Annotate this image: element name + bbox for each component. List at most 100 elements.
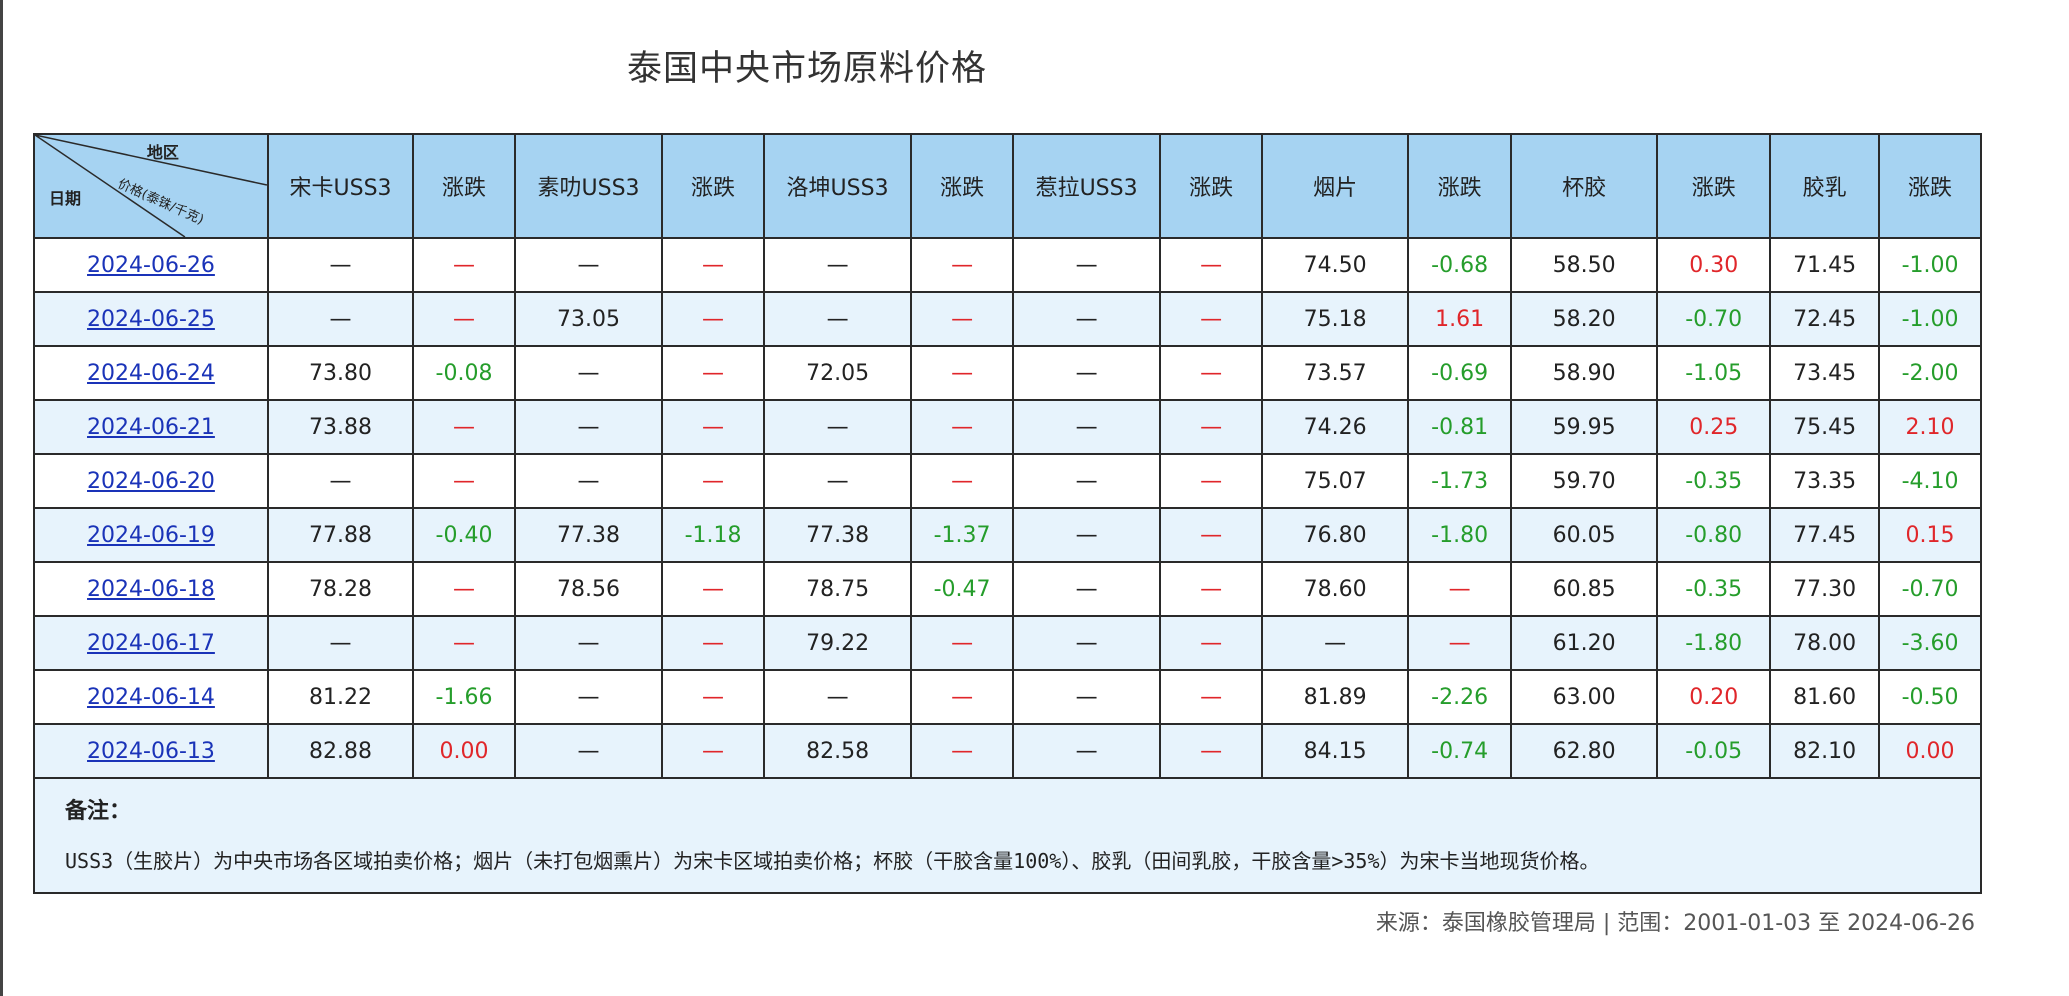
price-cell: 78.28: [266, 561, 415, 617]
change-cell: -0.35: [1656, 453, 1772, 509]
change-cell: —: [910, 345, 1014, 401]
change-cell: —: [661, 291, 765, 347]
change-value: —: [702, 252, 725, 278]
window-left-edge: [0, 0, 3, 996]
change-value: 2.10: [1905, 414, 1955, 440]
change-cell: —: [412, 615, 516, 671]
table-row: 2024-06-21 73.88 — — — — — — — 74.26 -0.81 59.95 0.2…: [33, 399, 1982, 455]
price-cell: 77.88: [266, 507, 415, 563]
price-value: —: [1075, 360, 1098, 386]
price-value: —: [1075, 252, 1098, 278]
date-link[interactable]: 2024-06-14: [87, 684, 215, 710]
price-cell: —: [1261, 615, 1410, 671]
price-value: —: [1075, 468, 1098, 494]
table-row: 2024-06-17 — — — — 79.22 — — — — — 61.20 -1.80 78.00 -…: [33, 615, 1982, 671]
change-cell: -0.05: [1656, 723, 1772, 779]
change-cell: -1.37: [910, 507, 1014, 563]
price-cell: —: [266, 453, 415, 509]
change-value: -0.74: [1431, 738, 1489, 764]
date-link[interactable]: 2024-06-19: [87, 522, 215, 548]
change-cell: —: [661, 399, 765, 455]
price-cell: 82.88: [266, 723, 415, 779]
column-header: 涨跌: [1878, 133, 1982, 239]
price-value: 77.38: [557, 522, 621, 548]
date-link[interactable]: 2024-06-18: [87, 576, 215, 602]
change-cell: -1.00: [1878, 237, 1982, 293]
price-value: 72.05: [806, 360, 870, 386]
change-value: 0.00: [439, 738, 489, 764]
price-value: —: [826, 468, 849, 494]
price-value: —: [577, 738, 600, 764]
change-value: 0.30: [1689, 252, 1739, 278]
date-cell: 2024-06-21: [33, 399, 269, 455]
table-row: 2024-06-14 81.22 -1.66 — — — — — — 81.89 -2.26 63.0…: [33, 669, 1982, 725]
date-link[interactable]: 2024-06-20: [87, 468, 215, 494]
price-value: —: [1324, 630, 1347, 656]
date-link[interactable]: 2024-06-21: [87, 414, 215, 440]
change-cell: -0.80: [1656, 507, 1772, 563]
price-cell: —: [513, 453, 664, 509]
price-cell: 75.07: [1261, 453, 1410, 509]
change-cell: 0.00: [412, 723, 516, 779]
price-value: 78.56: [557, 576, 621, 602]
change-value: -0.35: [1685, 468, 1743, 494]
date-link[interactable]: 2024-06-24: [87, 360, 215, 386]
price-cell: —: [762, 399, 913, 455]
change-value: -1.80: [1431, 522, 1489, 548]
date-link[interactable]: 2024-06-26: [87, 252, 215, 278]
price-value: —: [329, 630, 352, 656]
price-value: —: [1075, 576, 1098, 602]
price-cell: 73.05: [513, 291, 664, 347]
change-value: —: [453, 306, 476, 332]
column-header: 涨跌: [910, 133, 1014, 239]
price-cell: 73.80: [266, 345, 415, 401]
price-cell: 72.05: [762, 345, 913, 401]
price-value: 81.89: [1303, 684, 1367, 710]
table-row: 2024-06-20 — — — — — — — — 75.07 -1.73 59.70 -0.35 73…: [33, 453, 1982, 509]
price-cell: 75.45: [1769, 399, 1881, 455]
price-cell: —: [266, 615, 415, 671]
change-cell: 2.10: [1878, 399, 1982, 455]
change-value: -1.05: [1685, 360, 1743, 386]
change-value: —: [1200, 252, 1223, 278]
change-cell: —: [1159, 669, 1264, 725]
change-cell: —: [1159, 453, 1264, 509]
price-value: —: [577, 684, 600, 710]
price-value: 77.30: [1793, 576, 1857, 602]
price-value: 59.70: [1552, 468, 1616, 494]
change-value: —: [951, 414, 974, 440]
table-row: 2024-06-13 82.88 0.00 — — 82.58 — — — 84.15 -0.74 6…: [33, 723, 1982, 779]
price-value: —: [1075, 414, 1098, 440]
date-link[interactable]: 2024-06-17: [87, 630, 215, 656]
price-cell: 73.45: [1769, 345, 1881, 401]
change-value: -2.26: [1431, 684, 1489, 710]
change-cell: -0.35: [1656, 561, 1772, 617]
price-table: 地区 价格(泰铢/千克) 日期 宋卡USS3 涨跌 素叻USS3 涨跌 洛坤US…: [33, 133, 1982, 894]
price-value: 73.45: [1793, 360, 1857, 386]
change-value: -0.81: [1431, 414, 1489, 440]
corner-region-label: 地区: [146, 143, 179, 162]
date-link[interactable]: 2024-06-25: [87, 306, 215, 332]
price-value: 75.07: [1303, 468, 1367, 494]
change-cell: —: [910, 237, 1014, 293]
date-link[interactable]: 2024-06-13: [87, 738, 215, 764]
date-cell: 2024-06-19: [33, 507, 269, 563]
column-header: 涨跌: [1159, 133, 1264, 239]
change-value: —: [453, 468, 476, 494]
change-cell: —: [661, 615, 765, 671]
price-cell: 81.89: [1261, 669, 1410, 725]
change-value: -1.80: [1685, 630, 1743, 656]
price-value: 75.18: [1303, 306, 1367, 332]
price-cell: —: [1011, 723, 1162, 779]
change-value: 0.00: [1905, 738, 1955, 764]
change-value: —: [702, 630, 725, 656]
change-value: -0.70: [1901, 576, 1959, 602]
price-value: —: [1075, 630, 1098, 656]
change-cell: -1.66: [412, 669, 516, 725]
corner-date-label: 日期: [49, 189, 82, 208]
price-cell: —: [1011, 669, 1162, 725]
price-cell: —: [1011, 399, 1162, 455]
price-value: —: [826, 306, 849, 332]
change-value: -4.10: [1901, 468, 1959, 494]
column-header: 涨跌: [412, 133, 516, 239]
